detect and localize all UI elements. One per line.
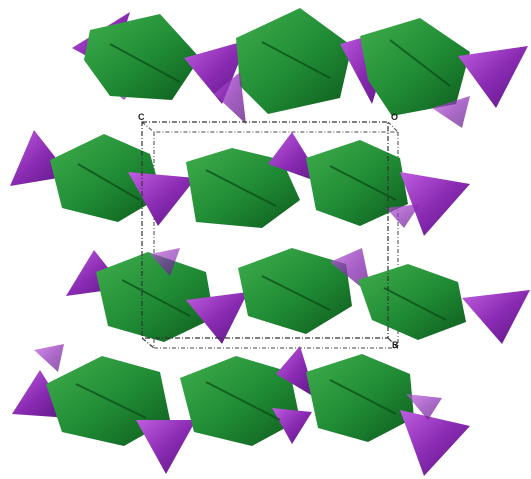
octahedron: [180, 356, 300, 446]
unit-cell-label-b: B: [392, 340, 399, 350]
unit-cell-label-c: C: [138, 112, 145, 122]
octahedron: [50, 134, 162, 222]
tetrahedron: [406, 394, 442, 420]
tetrahedron: [128, 172, 196, 226]
octahedron: [306, 354, 414, 442]
polyhedra-layer-4: [12, 344, 470, 476]
tetrahedron: [276, 346, 316, 398]
octahedron: [238, 248, 352, 334]
tetrahedron: [150, 248, 180, 276]
tetrahedron: [458, 46, 528, 108]
tetrahedron: [272, 408, 312, 444]
octahedron: [84, 14, 200, 100]
tetrahedron: [400, 172, 470, 236]
tetrahedron: [400, 410, 470, 476]
tetrahedron: [34, 344, 64, 372]
unit-cell-label-o: O: [391, 112, 398, 122]
octahedron: [306, 140, 408, 226]
tetrahedron: [462, 290, 530, 344]
tetrahedron: [214, 72, 246, 124]
unit-cell-front: [141, 121, 399, 349]
tetrahedron: [386, 204, 420, 228]
polyhedra-layer-1: [72, 8, 528, 128]
tetrahedron: [186, 292, 248, 344]
tetrahedron: [136, 420, 196, 474]
polyhedra-layer-3: [66, 248, 530, 344]
tetrahedron: [184, 40, 248, 104]
octahedron: [236, 8, 352, 114]
polyhedra-layer-2: [10, 130, 470, 236]
tetrahedron: [432, 96, 470, 128]
octahedron: [360, 18, 470, 116]
